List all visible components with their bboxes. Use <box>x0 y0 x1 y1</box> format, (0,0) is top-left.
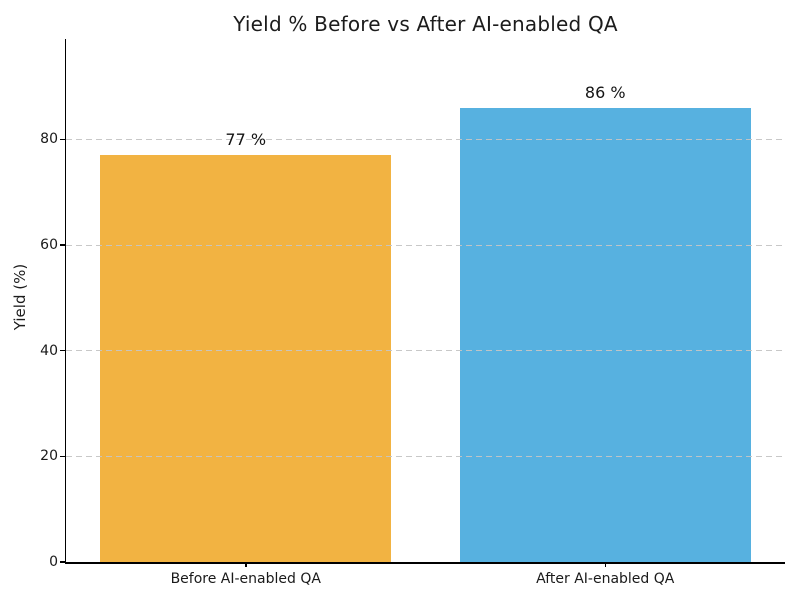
y-gridline <box>66 138 785 140</box>
bar-2 <box>459 107 751 562</box>
y-tick-mark <box>60 244 66 246</box>
chart-title: Yield % Before vs After AI-enabled QA <box>233 12 618 36</box>
x-tick-mark <box>604 562 606 567</box>
y-tick-label: 80 <box>40 131 58 148</box>
y-tick-label: 60 <box>40 237 58 254</box>
y-tick-mark <box>60 455 66 458</box>
bar-1 <box>100 155 392 562</box>
y-tick-label: 0 <box>49 554 58 570</box>
y-tick-mark <box>60 138 66 141</box>
x-tick-label: Before AI-enabled QA <box>170 571 321 587</box>
bar-value-label: 86 % <box>584 82 626 102</box>
x-axis-spine <box>64 562 785 564</box>
y-gridline <box>66 350 785 352</box>
y-tick-label: 40 <box>40 342 58 359</box>
y-tick-mark <box>60 349 66 352</box>
y-axis-spine <box>64 39 66 564</box>
y-tick-mark <box>60 561 66 563</box>
y-gridline <box>66 455 785 457</box>
y-gridline <box>66 244 785 246</box>
x-tick-label: After AI-enabled QA <box>536 571 675 587</box>
y-tick-label: 20 <box>40 448 58 465</box>
bar-value-label: 77 % <box>225 130 267 150</box>
x-tick-mark <box>245 562 247 567</box>
y-axis-label: Yield (%) <box>11 263 29 331</box>
